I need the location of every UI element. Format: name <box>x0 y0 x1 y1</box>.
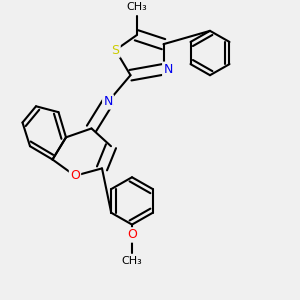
Text: O: O <box>127 228 137 242</box>
Text: CH₃: CH₃ <box>126 2 147 12</box>
Text: CH₃: CH₃ <box>122 256 142 266</box>
Text: O: O <box>70 169 80 182</box>
Text: N: N <box>163 63 173 76</box>
Text: S: S <box>112 44 119 57</box>
Text: N: N <box>103 95 113 108</box>
